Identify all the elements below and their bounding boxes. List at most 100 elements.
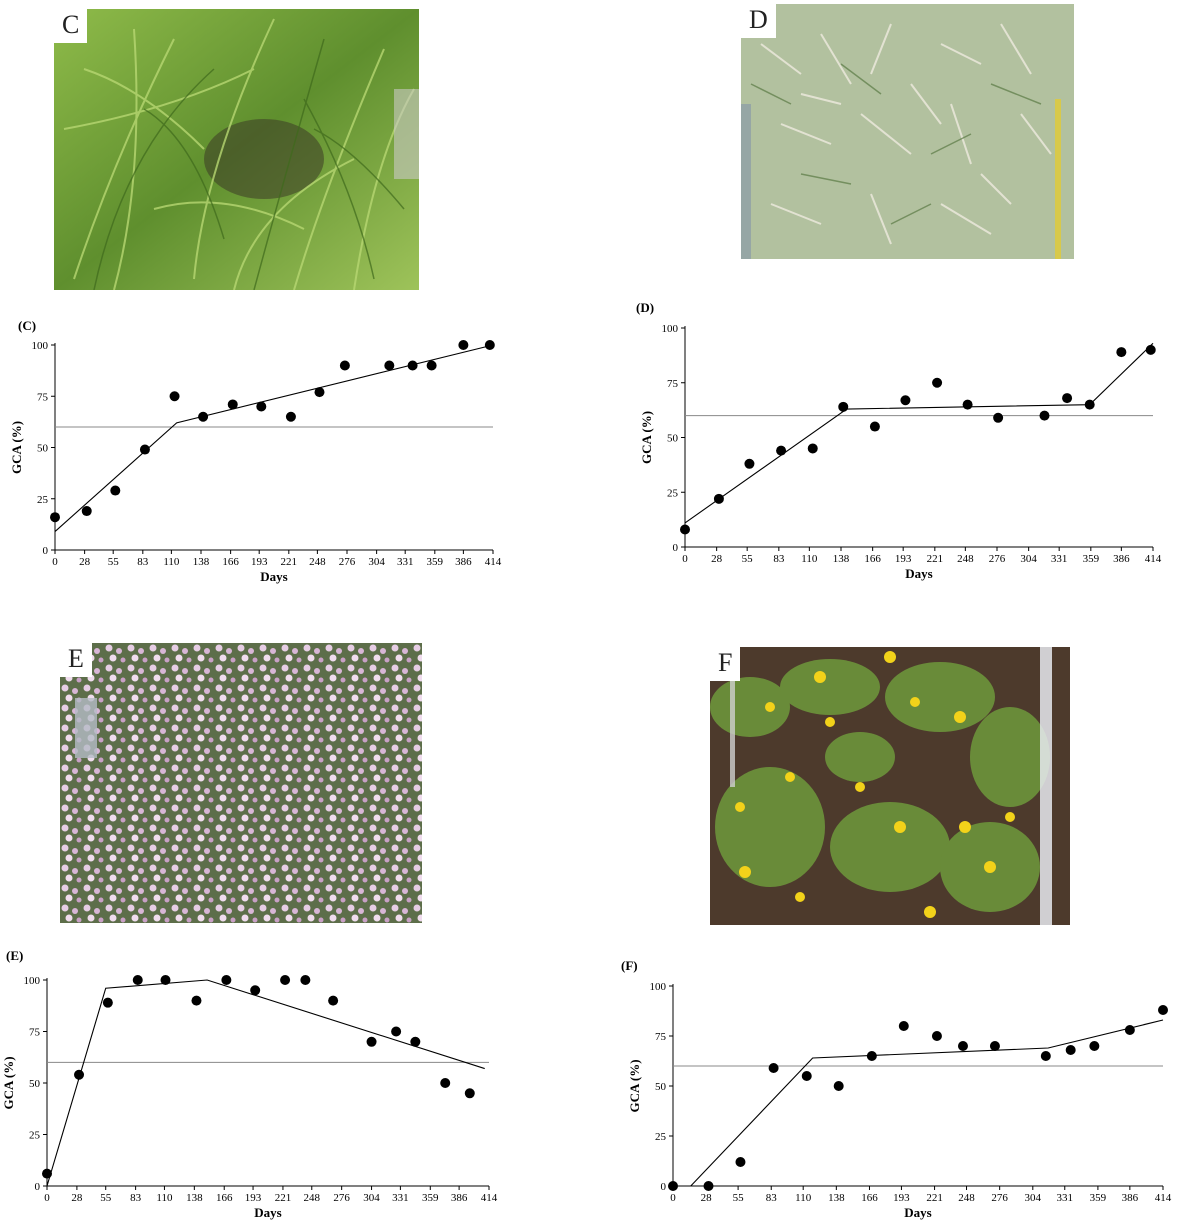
chart-c-x-tick-label: 386 bbox=[455, 556, 472, 568]
chart-e-x-tick-label: 331 bbox=[392, 1192, 409, 1204]
chart-f-data-point bbox=[801, 1071, 812, 1081]
chart-c-data-point bbox=[285, 411, 296, 422]
chart-d-data-point bbox=[838, 401, 849, 412]
chart-f-y-tick-label: 0 bbox=[661, 1181, 667, 1193]
chart-d-data-point bbox=[993, 412, 1004, 423]
chart-c-data-point bbox=[227, 399, 238, 410]
chart-f-y-label: GCA (%) bbox=[627, 1059, 642, 1112]
photo-d-label: D bbox=[741, 4, 776, 38]
chart-d-x-tick-label: 386 bbox=[1113, 553, 1130, 565]
chart-c: 0 28 55 83 110 138 166 193 221 248 276 304 331 359 386… bbox=[0, 330, 510, 590]
chart-f-data-point bbox=[668, 1181, 678, 1191]
chart-f-x-tick-label: 55 bbox=[733, 1192, 745, 1204]
chart-f-x-tick-label: 83 bbox=[766, 1192, 778, 1204]
chart-d-x-tick-label: 83 bbox=[773, 553, 785, 565]
chart-e-x-tick-label: 359 bbox=[422, 1192, 439, 1204]
chart-e-x-tick-label: 166 bbox=[216, 1192, 233, 1204]
chart-c-y-tick-label: 75 bbox=[37, 391, 49, 403]
chart-f-x-tick-label: 386 bbox=[1122, 1192, 1139, 1204]
chart-d-data-point bbox=[1084, 399, 1095, 410]
chart-d-y-tick-label: 75 bbox=[667, 378, 679, 390]
chart-c-x-tick-label: 193 bbox=[251, 556, 268, 568]
chart-c-x-tick-label: 248 bbox=[309, 556, 326, 568]
chart-f-data-point bbox=[1040, 1051, 1051, 1061]
chart-e-trend-line bbox=[46, 979, 485, 1187]
chart-d-y-tick-label: 0 bbox=[673, 542, 679, 554]
chart-c-data-point bbox=[314, 387, 325, 398]
chart-e-y-label: GCA (%) bbox=[1, 1056, 16, 1109]
chart-f-data-point bbox=[833, 1081, 844, 1091]
chart-c-y-tick-label: 50 bbox=[37, 443, 49, 455]
chart-f-data-point bbox=[957, 1041, 968, 1051]
chart-d-data-point bbox=[869, 421, 880, 432]
chart-d-data-point bbox=[1145, 344, 1156, 355]
chart-d: 0 28 55 83 110 138 166 193 221 248 276 304 331 359 386… bbox=[620, 318, 1182, 588]
chart-f-x-tick-label: 138 bbox=[828, 1192, 845, 1204]
chart-e-data-point bbox=[191, 995, 202, 1006]
chart-f-x-tick-label: 193 bbox=[893, 1192, 910, 1204]
chart-f-x-tick-label: 359 bbox=[1090, 1192, 1107, 1204]
chart-d-x-tick-label: 166 bbox=[864, 553, 881, 565]
chart-c-y-label: GCA (%) bbox=[9, 421, 24, 474]
chart-f-x-tick-label: 304 bbox=[1025, 1192, 1042, 1204]
chart-e-x-tick-label: 0 bbox=[44, 1192, 50, 1204]
chart-c-x-tick-label: 28 bbox=[79, 556, 91, 568]
chart-c-x-tick-label: 166 bbox=[222, 556, 239, 568]
chart-f-data-point bbox=[1158, 1005, 1168, 1015]
chart-e-x-label: Days bbox=[254, 1205, 281, 1220]
chart-f-data-point bbox=[703, 1181, 714, 1191]
chart-d-x-tick-label: 359 bbox=[1083, 553, 1100, 565]
chart-c-y-tick-label: 0 bbox=[43, 545, 49, 557]
chart-c-x-tick-label: 0 bbox=[52, 556, 58, 568]
chart-d-svg: 0 28 55 83 110 138 166 193 221 248 276 304 331 359 386… bbox=[639, 323, 1162, 581]
chart-d-data-point bbox=[680, 524, 690, 535]
chart-f-x-tick-label: 110 bbox=[795, 1192, 812, 1204]
chart-c-data-point bbox=[81, 506, 92, 517]
chart-d-x-label: Days bbox=[905, 566, 932, 581]
chart-d-data-point bbox=[1062, 393, 1073, 404]
chart-e-x-tick-label: 276 bbox=[333, 1192, 350, 1204]
chart-e-x-tick-label: 110 bbox=[156, 1192, 173, 1204]
chart-e-x-tick-label: 83 bbox=[130, 1192, 142, 1204]
chart-f-y-tick-label: 25 bbox=[655, 1131, 667, 1143]
chart-d-data-point bbox=[713, 493, 724, 504]
chart-e-data-point bbox=[221, 975, 232, 985]
chart-f-x-tick-label: 331 bbox=[1057, 1192, 1074, 1204]
chart-f-data-point bbox=[866, 1051, 877, 1061]
chart-e-data-point bbox=[280, 975, 291, 985]
photo-c-image bbox=[54, 9, 419, 290]
chart-c-data-point bbox=[484, 340, 495, 350]
chart-f-data-point bbox=[1089, 1041, 1100, 1051]
chart-c-trend-line bbox=[54, 344, 494, 532]
photo-d-image bbox=[741, 4, 1074, 259]
chart-e-x-tick-label: 28 bbox=[71, 1192, 83, 1204]
chart-c-x-tick-label: 83 bbox=[137, 556, 149, 568]
chart-c-data-point bbox=[50, 512, 60, 523]
chart-f-x-label: Days bbox=[904, 1205, 931, 1220]
chart-d-data-point bbox=[962, 399, 973, 410]
chart-e-y-tick-label: 75 bbox=[29, 1027, 41, 1039]
chart-f-y-tick-label: 75 bbox=[655, 1031, 667, 1043]
chart-d-y-tick-label: 50 bbox=[667, 433, 679, 445]
chart-d-data-point bbox=[1116, 347, 1127, 358]
chart-d-x-tick-label: 138 bbox=[833, 553, 850, 565]
chart-e-y-tick-label: 50 bbox=[29, 1078, 41, 1090]
chart-e-data-point bbox=[300, 975, 311, 985]
chart-d-x-tick-label: 414 bbox=[1145, 553, 1162, 565]
chart-f-y-tick-label: 100 bbox=[650, 981, 667, 993]
chart-e-data-point bbox=[366, 1036, 377, 1047]
chart-c-data-point bbox=[139, 444, 150, 455]
chart-e-y-tick-label: 0 bbox=[35, 1181, 41, 1193]
chart-d-x-tick-label: 248 bbox=[957, 553, 974, 565]
chart-d-data-point bbox=[900, 395, 911, 406]
chart-e-svg: 0 28 55 83 110 138 166 193 221 248 276 304 331 359 386… bbox=[1, 975, 498, 1220]
chart-c-data-point bbox=[198, 411, 209, 422]
chart-f-svg: 0 28 55 83 110 138 166 193 221 248 276 304 331 359 386… bbox=[627, 981, 1172, 1220]
photo-e-label: E bbox=[60, 643, 92, 677]
chart-e-x-tick-label: 386 bbox=[451, 1192, 468, 1204]
chart-e-data-point bbox=[74, 1069, 85, 1080]
chart-e-x-tick-label: 193 bbox=[245, 1192, 262, 1204]
chart-e-x-tick-label: 304 bbox=[363, 1192, 380, 1204]
chart-d-x-tick-label: 28 bbox=[711, 553, 723, 565]
chart-d-data-point bbox=[776, 445, 787, 456]
